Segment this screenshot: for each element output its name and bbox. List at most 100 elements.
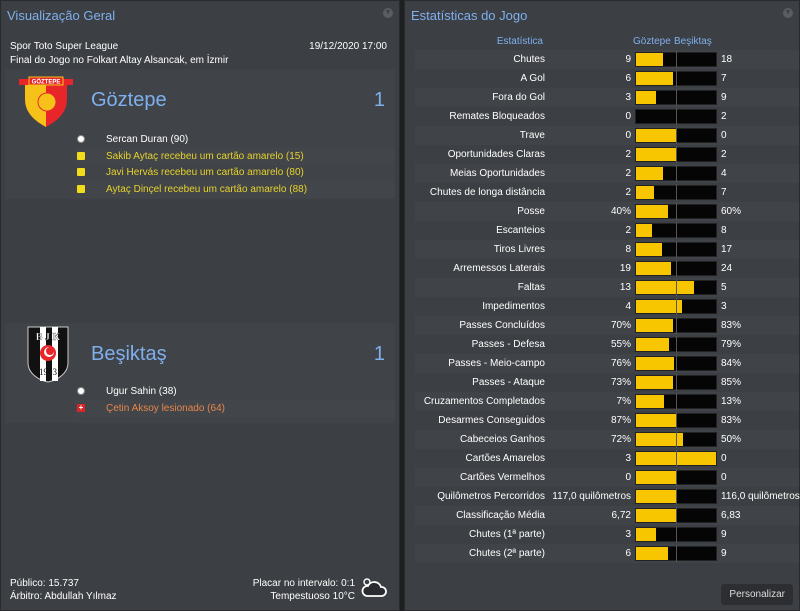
stat-row: Escanteios 2 8 xyxy=(415,221,799,240)
bar-midline xyxy=(676,203,677,220)
event-text[interactable]: Ugur Sahin (38) xyxy=(106,386,177,397)
stat-label: Cartões Vermelhos xyxy=(459,472,545,483)
home-bar-fill xyxy=(636,471,676,484)
weather: Tempestuoso 10°C xyxy=(270,591,355,602)
stat-label: Trave xyxy=(519,130,545,141)
bar-midline xyxy=(676,469,677,486)
competition: Spor Toto Super League xyxy=(10,41,119,52)
home-value: 40% xyxy=(610,206,631,217)
bar-midline xyxy=(676,374,677,391)
besiktas-logo: B J K 1903 xyxy=(27,326,69,383)
bar-midline xyxy=(676,488,677,505)
away-value: 2 xyxy=(721,111,727,122)
svg-text:1903: 1903 xyxy=(39,367,58,377)
comparison-bar xyxy=(635,222,717,239)
home-value: 6,72 xyxy=(611,510,631,521)
column-header-stat[interactable]: Estatística xyxy=(496,36,543,47)
comparison-bar xyxy=(635,412,717,429)
home-bar-fill xyxy=(636,376,673,389)
stat-row: Impedimentos 4 3 xyxy=(415,297,799,316)
away-value: 84% xyxy=(721,358,742,369)
away-team-name[interactable]: Beşiktaş xyxy=(91,343,167,365)
home-value: 0 xyxy=(625,472,631,483)
event-text[interactable]: Aytaç Dinçel recebeu um cartão amarelo (… xyxy=(106,183,308,195)
home-bar-fill xyxy=(636,338,669,351)
stat-label: Passes Concluídos xyxy=(459,320,545,331)
comparison-bar xyxy=(635,146,717,163)
overview-panel: Visualização Geral ▼ Spor Toto Super Lea… xyxy=(0,0,400,611)
stat-row: Cartões Vermelhos 0 0 xyxy=(415,468,799,487)
away-value: 4 xyxy=(721,168,727,179)
home-value: 87% xyxy=(610,415,631,426)
customize-button[interactable]: Personalizar xyxy=(721,584,793,605)
away-value: 9 xyxy=(721,548,727,559)
bar-midline xyxy=(676,184,677,201)
home-bar-fill xyxy=(636,433,684,446)
panel-menu-icon[interactable]: ▼ xyxy=(783,8,793,18)
bar-midline xyxy=(676,108,677,125)
comparison-bar xyxy=(635,108,717,125)
stat-row: Passes - Ataque 73% 85% xyxy=(415,373,799,392)
stat-label: Arremessos Laterais xyxy=(453,263,545,274)
stat-row: Cartões Amarelos 3 0 xyxy=(415,449,799,468)
bar-midline xyxy=(676,431,677,448)
stat-row: Oportunidades Claras 2 2 xyxy=(415,145,799,164)
event-text[interactable]: Javi Hervás recebeu um cartão amarelo (8… xyxy=(106,167,304,178)
stat-row: Chutes (1ª parte) 3 9 xyxy=(415,525,799,544)
away-value: 7 xyxy=(721,73,727,84)
stat-row: Meias Oportunidades 2 4 xyxy=(415,164,799,183)
home-bar-fill xyxy=(636,186,654,199)
yellow-card-icon xyxy=(77,184,85,193)
bar-midline xyxy=(676,336,677,353)
stat-label: Cruzamentos Completados xyxy=(423,396,545,407)
comparison-bar xyxy=(635,279,717,296)
home-bar-fill xyxy=(636,528,656,541)
home-value: 117,0 quilômetros xyxy=(552,491,631,502)
away-value: 0 xyxy=(721,130,727,141)
home-bar-fill xyxy=(636,224,652,237)
bar-midline xyxy=(676,393,677,410)
stat-label: Passes - Meio-campo xyxy=(448,358,545,369)
event-text[interactable]: Çetin Aksoy lesionado (64) xyxy=(106,402,225,414)
comparison-bar xyxy=(635,51,717,68)
bar-midline xyxy=(676,526,677,543)
away-score: 1 xyxy=(373,343,385,365)
stat-row: A Gol 6 7 xyxy=(415,69,799,88)
match-event: Sercan Duran (90) xyxy=(75,131,395,148)
event-text[interactable]: Sakib Aytaç recebeu um cartão amarelo (1… xyxy=(106,150,304,162)
home-bar-fill xyxy=(636,414,677,427)
column-header-home[interactable]: Göztepe xyxy=(633,36,671,47)
comparison-bar xyxy=(635,374,717,391)
away-value: 17 xyxy=(721,244,733,255)
comparison-bar xyxy=(635,488,717,505)
home-value: 70% xyxy=(610,320,631,331)
bar-midline xyxy=(676,260,677,277)
away-value: 83% xyxy=(721,415,742,426)
home-bar-fill xyxy=(636,319,673,332)
stat-label: Posse xyxy=(517,206,545,217)
away-value: 3 xyxy=(721,301,727,312)
stat-row: Desarmes Conseguidos 87% 83% xyxy=(415,411,799,430)
comparison-bar xyxy=(635,184,717,201)
home-value: 2 xyxy=(625,149,631,160)
home-bar-fill xyxy=(636,357,674,370)
venue: Final do Jogo no Folkart Altay Alsancak,… xyxy=(10,55,229,66)
event-text[interactable]: Sercan Duran (90) xyxy=(106,134,189,145)
home-team-name[interactable]: Göztepe xyxy=(91,89,167,111)
away-value: 13% xyxy=(721,396,742,407)
column-header-away[interactable]: Beşiktaş xyxy=(674,36,712,47)
stat-label: Chutes (1ª parte) xyxy=(469,529,545,540)
away-value: 79% xyxy=(721,339,742,350)
panel-menu-icon[interactable]: ▼ xyxy=(383,8,393,18)
home-bar-fill xyxy=(636,509,676,522)
home-bar-fill xyxy=(636,395,664,408)
home-bar-fill xyxy=(636,490,677,503)
match-event: Aytaç Dinçel recebeu um cartão amarelo (… xyxy=(75,180,395,198)
bar-midline xyxy=(676,222,677,239)
home-value: 6 xyxy=(625,548,631,559)
comparison-bar xyxy=(635,469,717,486)
away-value: 0 xyxy=(721,453,727,464)
comparison-bar xyxy=(635,507,717,524)
home-value: 76% xyxy=(610,358,631,369)
stat-label: Classificação Média xyxy=(456,510,545,521)
